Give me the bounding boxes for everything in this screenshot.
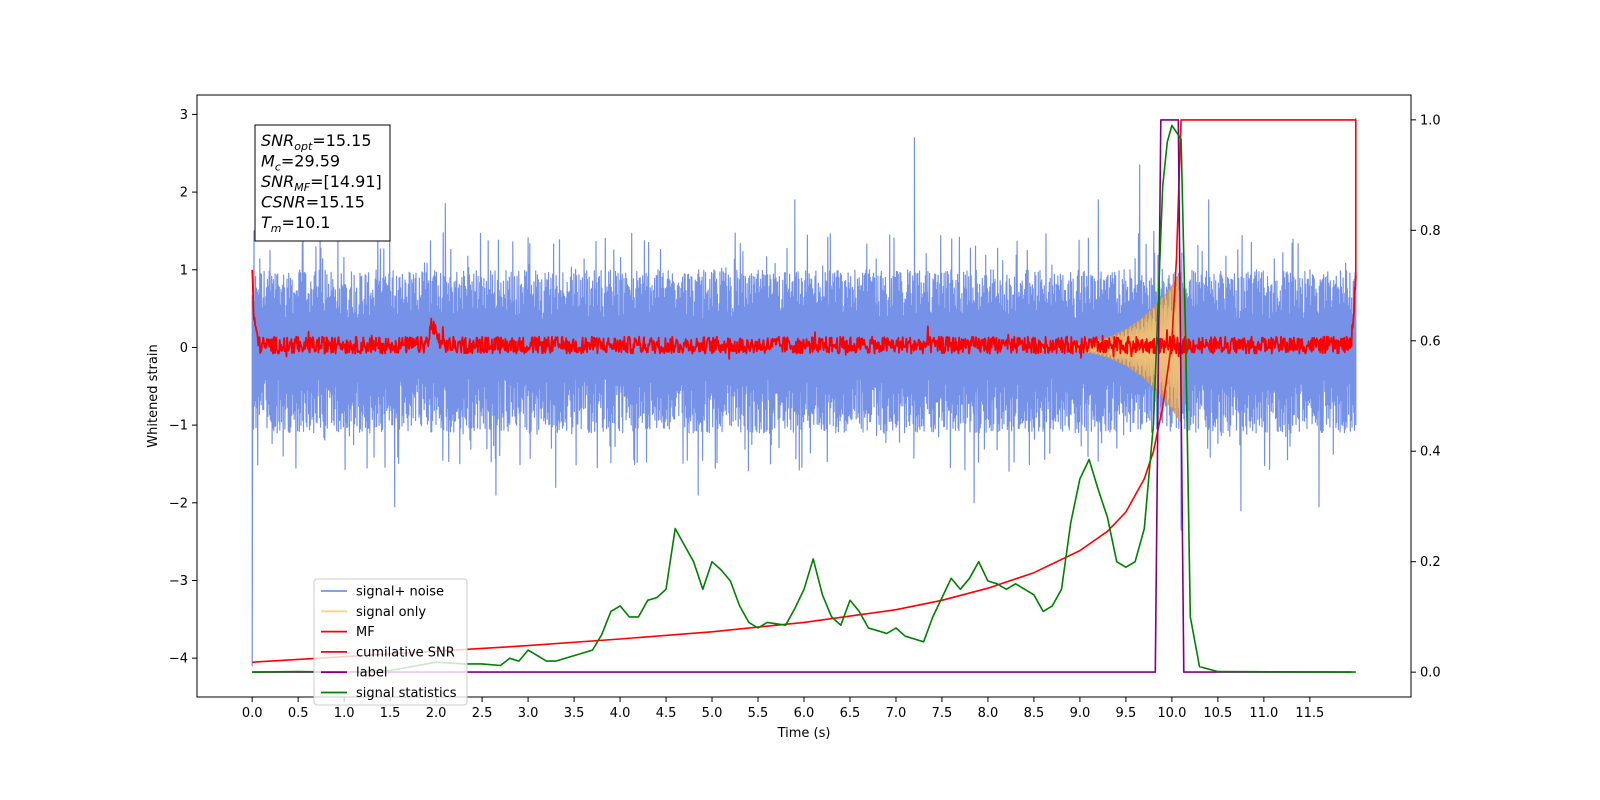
- x-tick-label: 10.0: [1157, 706, 1186, 721]
- x-tick-label: 11.0: [1249, 706, 1278, 721]
- x-tick-label: 8.5: [1024, 706, 1045, 721]
- legend: signal+ noise signal only MF cumilative SNR…: [313, 578, 468, 706]
- y-tick-label: 0: [180, 341, 188, 356]
- y-tick-label: 2: [180, 186, 188, 201]
- legend-label: label: [356, 666, 387, 681]
- x-tick-label: 2.5: [472, 706, 493, 721]
- series-cumilative-snr: [252, 119, 1357, 663]
- series-mf: [251, 269, 1357, 360]
- legend-frame: [313, 578, 468, 706]
- y-tick-label: −2: [169, 496, 188, 511]
- x-tick-label: 1.0: [334, 706, 355, 721]
- x-tick-label: 1.5: [380, 706, 401, 721]
- x-tick-label: 3.5: [564, 706, 585, 721]
- y2-tick-label: 1.0: [1420, 113, 1441, 128]
- x-tick-label: 10.5: [1203, 706, 1232, 721]
- x-tick-label: 5.5: [748, 706, 769, 721]
- y-tick-label: −1: [169, 419, 188, 434]
- y-axis-title: Whitened strain: [146, 344, 161, 447]
- y-tick-label: −3: [169, 574, 188, 589]
- x-tick-label: 2.0: [426, 706, 447, 721]
- annotation-line: SNRopt=15.15: [261, 131, 372, 153]
- y2-tick-label: 0.6: [1420, 334, 1441, 349]
- x-tick-label: 4.0: [610, 706, 631, 721]
- annotation-line: Mc=29.59: [261, 152, 340, 174]
- y2-tick-label: 0.0: [1420, 666, 1441, 681]
- x-tick-label: 0.5: [288, 706, 309, 721]
- legend-label: signal+ noise: [356, 585, 444, 600]
- y-tick-label: 1: [180, 263, 188, 278]
- x-tick-label: 8.0: [978, 706, 999, 721]
- x-tick-label: 11.5: [1295, 706, 1324, 721]
- y-axis-left: 3 2 1 0 −1 −2 −3 −4: [169, 108, 197, 667]
- legend-label: signal only: [356, 605, 426, 620]
- legend-label: signal statistics: [356, 686, 457, 701]
- legend-label: MF: [356, 625, 375, 640]
- annotation-line: SNRMF=[14.91]: [261, 172, 382, 194]
- series-label: [252, 119, 1352, 673]
- x-tick-label: 7.0: [886, 706, 907, 721]
- x-tick-label: 6.0: [794, 706, 815, 721]
- series-signal-statistics: [252, 124, 1356, 673]
- x-tick-label: 9.5: [1116, 706, 1137, 721]
- x-tick-label: 0.0: [242, 706, 263, 721]
- x-tick-label: 4.5: [656, 706, 677, 721]
- y-axis-right: 1.0 0.8 0.6 0.4 0.2 0.0: [1411, 113, 1441, 681]
- annotation-box: SNRopt=15.15Mc=29.59SNRMF=[14.91]CSNR=15…: [254, 124, 391, 242]
- x-tick-label: 9.0: [1070, 706, 1091, 721]
- legend-label: cumilative SNR: [356, 645, 455, 660]
- x-tick-label: 7.5: [932, 706, 953, 721]
- y2-tick-label: 0.8: [1420, 224, 1441, 239]
- y2-tick-label: 0.2: [1420, 555, 1441, 570]
- annotation-frame: [254, 124, 391, 242]
- x-axis: 0.0 0.5 1.0 1.5 2.0 2.5 3.0 3.5 4.0 4.5 5.0 5.5 6.0 6…: [242, 697, 1324, 721]
- x-tick-label: 3.0: [518, 706, 539, 721]
- annotation-line: CSNR=15.15: [261, 193, 365, 212]
- y-tick-label: 3: [180, 108, 188, 123]
- y-tick-label: −4: [169, 652, 188, 667]
- x-tick-label: 6.5: [840, 706, 861, 721]
- annotation-line: Tm=10.1: [261, 213, 331, 235]
- y2-tick-label: 0.4: [1420, 445, 1441, 460]
- x-tick-label: 5.0: [702, 706, 723, 721]
- x-axis-title: Time (s): [777, 726, 831, 741]
- series-layer: [251, 117, 1357, 673]
